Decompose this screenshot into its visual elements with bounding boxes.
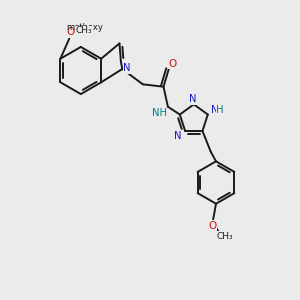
Text: N: N [123,63,131,73]
Text: CH₃: CH₃ [217,232,233,241]
Text: CH₃: CH₃ [76,26,92,35]
Text: N: N [189,94,197,104]
Text: methoxy: methoxy [66,23,103,32]
Text: N: N [174,131,182,141]
Text: H: H [216,105,224,116]
Text: O: O [208,221,216,231]
Text: NH: NH [152,108,167,118]
Text: O: O [169,59,177,69]
Text: O: O [66,27,74,37]
Text: N: N [211,105,219,116]
